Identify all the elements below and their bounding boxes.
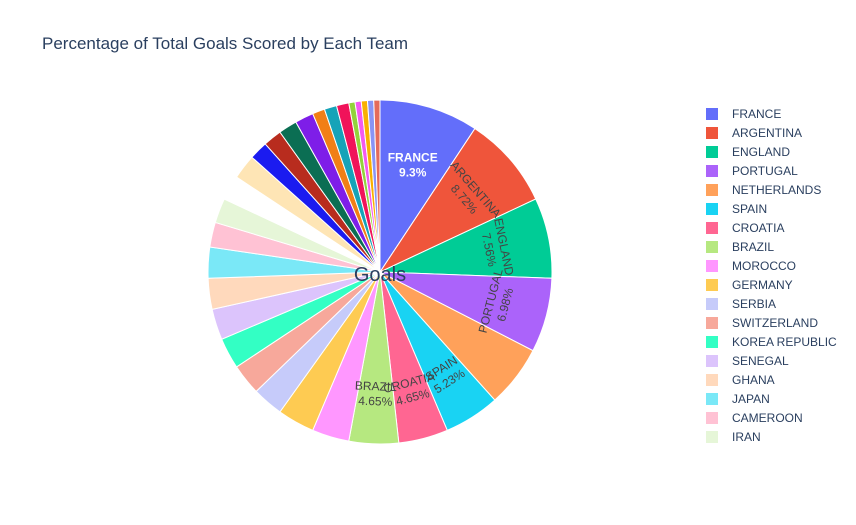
legend-swatch bbox=[706, 146, 718, 158]
slice-label-percent: 7.56% bbox=[479, 232, 500, 268]
legend-item-serbia[interactable]: SERBIA bbox=[706, 297, 776, 311]
legend-label: FRANCE bbox=[732, 107, 781, 121]
legend-label: SENEGAL bbox=[732, 354, 789, 368]
legend-label: SERBIA bbox=[732, 297, 776, 311]
legend-swatch bbox=[706, 355, 718, 367]
legend-swatch bbox=[706, 298, 718, 310]
legend-label: PORTUGAL bbox=[732, 164, 798, 178]
legend-label: GHANA bbox=[732, 373, 775, 387]
slice-label-brazil: BRAZIL4.65% bbox=[354, 379, 397, 410]
legend-swatch bbox=[706, 203, 718, 215]
legend-label: CROATIA bbox=[732, 221, 784, 235]
legend-swatch bbox=[706, 431, 718, 443]
legend-item-japan[interactable]: JAPAN bbox=[706, 392, 770, 406]
legend-swatch bbox=[706, 222, 718, 234]
legend-item-brazil[interactable]: BRAZIL bbox=[706, 240, 774, 254]
legend-item-spain[interactable]: SPAIN bbox=[706, 202, 767, 216]
legend-swatch bbox=[706, 393, 718, 405]
legend-label: GERMANY bbox=[732, 278, 793, 292]
legend-item-korea-republic[interactable]: KOREA REPUBLIC bbox=[706, 335, 837, 349]
legend-label: JAPAN bbox=[732, 392, 770, 406]
pie-slice-argentina[interactable] bbox=[378, 127, 537, 274]
legend-item-england[interactable]: ENGLAND bbox=[706, 145, 790, 159]
legend-item-switzerland[interactable]: SWITZERLAND bbox=[706, 316, 818, 330]
legend-label: SPAIN bbox=[732, 202, 767, 216]
legend-swatch bbox=[706, 127, 718, 139]
pie-slice-france[interactable] bbox=[379, 99, 476, 274]
legend-item-argentina[interactable]: ARGENTINA bbox=[706, 126, 802, 140]
chart-title: Percentage of Total Goals Scored by Each… bbox=[42, 34, 409, 53]
legend-swatch bbox=[706, 279, 718, 291]
legend-swatch bbox=[706, 165, 718, 177]
legend-swatch bbox=[706, 412, 718, 424]
legend-item-netherlands[interactable]: NETHERLANDS bbox=[706, 183, 821, 197]
legend-swatch bbox=[706, 241, 718, 253]
slice-label-percent: 9.3% bbox=[399, 165, 427, 179]
legend-item-france[interactable]: FRANCE bbox=[706, 107, 781, 121]
legend-label: CAMEROON bbox=[732, 411, 803, 425]
legend-label: ARGENTINA bbox=[732, 126, 802, 140]
slice-label-name: FRANCE bbox=[388, 150, 438, 164]
legend-label: SWITZERLAND bbox=[732, 316, 818, 330]
legend-label: NETHERLANDS bbox=[732, 183, 821, 197]
legend-swatch bbox=[706, 260, 718, 272]
legend-label: ENGLAND bbox=[732, 145, 790, 159]
legend-item-ghana[interactable]: GHANA bbox=[706, 373, 775, 387]
legend-label: KOREA REPUBLIC bbox=[732, 335, 837, 349]
pie-center-label: Goals bbox=[354, 264, 406, 286]
legend-label: IRAN bbox=[732, 430, 761, 444]
legend-swatch bbox=[706, 374, 718, 386]
legend-item-senegal[interactable]: SENEGAL bbox=[706, 354, 789, 368]
legend-item-cameroon[interactable]: CAMEROON bbox=[706, 411, 803, 425]
legend-label: MOROCCO bbox=[732, 259, 796, 273]
legend-swatch bbox=[706, 317, 718, 329]
pie-slice-31[interactable] bbox=[373, 99, 381, 273]
slice-label-percent: 4.65% bbox=[358, 394, 393, 409]
legend-item-germany[interactable]: GERMANY bbox=[706, 278, 793, 292]
legend: FRANCE ARGENTINA ENGLAND PORTUGAL NETHERLAND… bbox=[706, 107, 837, 444]
legend-item-morocco[interactable]: MOROCCO bbox=[706, 259, 796, 273]
slice-label-france: FRANCE 9.3% bbox=[388, 150, 438, 179]
legend-label: BRAZIL bbox=[732, 240, 774, 254]
legend-swatch bbox=[706, 336, 718, 348]
legend-swatch bbox=[706, 108, 718, 120]
pie-slices bbox=[207, 99, 553, 445]
legend-swatch bbox=[706, 184, 718, 196]
slice-label-name: BRAZIL bbox=[355, 379, 398, 395]
legend-item-iran[interactable]: IRAN bbox=[706, 430, 761, 444]
legend-item-croatia[interactable]: CROATIA bbox=[706, 221, 784, 235]
legend-item-portugal[interactable]: PORTUGAL bbox=[706, 164, 798, 178]
